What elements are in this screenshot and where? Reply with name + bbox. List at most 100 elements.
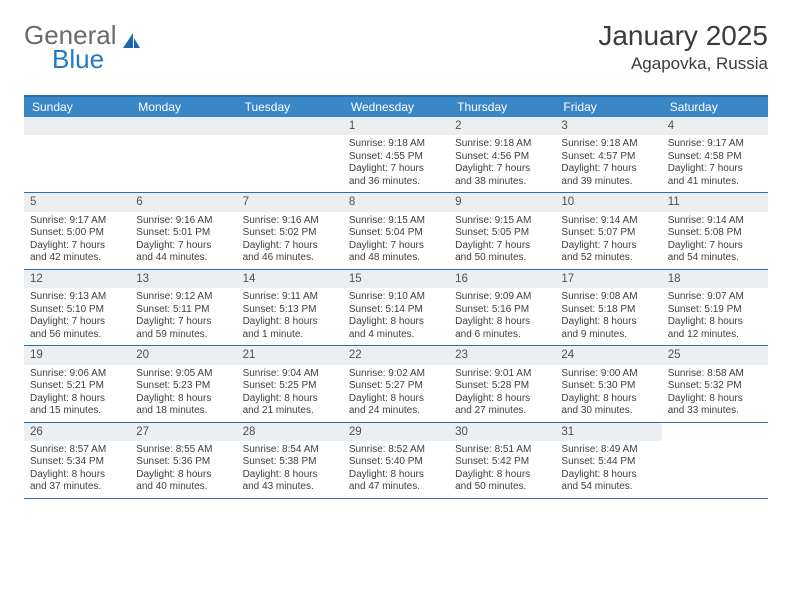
day-number: 17: [555, 270, 661, 288]
calendar-day-cell: 8Sunrise: 9:15 AMSunset: 5:04 PMDaylight…: [343, 193, 449, 268]
calendar-week-row: 12Sunrise: 9:13 AMSunset: 5:10 PMDayligh…: [24, 270, 768, 346]
day-number: 23: [449, 346, 555, 364]
sunset-line: Sunset: 4:58 PM: [668, 151, 762, 164]
calendar-day-cell: 16 Sunrise: 9:09 AMSunset: 5:16 PMDayligh…: [449, 270, 555, 345]
title-block: January 2025 Agapovka, Russia: [598, 20, 768, 74]
day-number: 2: [449, 117, 555, 135]
calendar-day-cell: .: [130, 117, 236, 192]
daylight-line-2: and 47 minutes.: [349, 481, 443, 494]
day-number: 12: [24, 270, 130, 288]
sunrise-line: Sunrise: 9:17 AM: [668, 138, 762, 151]
sunset-line: Sunset: 5:32 PM: [668, 380, 762, 393]
daylight-line-1: Daylight: 8 hours: [243, 316, 337, 329]
calendar-day-cell: 1Sunrise: 9:18 AMSunset: 4:55 PMDaylight…: [343, 117, 449, 192]
sunset-line: Sunset: 5:07 PM: [561, 227, 655, 240]
daylight-line-2: and 4 minutes.: [349, 329, 443, 342]
daylight-line-2: and 9 minutes.: [561, 329, 655, 342]
sunrise-line: Sunrise: 9:16 AM: [136, 215, 230, 228]
sunrise-line: Sunrise: 8:57 AM: [30, 444, 124, 457]
day-detail: Sunrise: 9:17 AMSunset: 5:00 PMDaylight:…: [24, 214, 130, 269]
day-number: 9: [449, 193, 555, 211]
calendar-day-cell: 23Sunrise: 9:01 AMSunset: 5:28 PMDayligh…: [449, 346, 555, 421]
calendar-day-cell: 3Sunrise: 9:18 AMSunset: 4:57 PMDaylight…: [555, 117, 661, 192]
daylight-line-1: Daylight: 7 hours: [136, 316, 230, 329]
daylight-line-2: and 36 minutes.: [349, 176, 443, 189]
sunrise-line: Sunrise: 9:14 AM: [668, 215, 762, 228]
weekday-header: Saturday: [662, 97, 768, 117]
day-detail: Sunrise: 9:12 AMSunset: 5:11 PMDaylight:…: [130, 290, 236, 345]
daylight-line-1: Daylight: 8 hours: [349, 316, 443, 329]
daylight-line-2: and 6 minutes.: [455, 329, 549, 342]
daylight-line-1: Daylight: 8 hours: [455, 316, 549, 329]
calendar-week-row: 19Sunrise: 9:06 AMSunset: 5:21 PMDayligh…: [24, 346, 768, 422]
day-detail: Sunrise: 9:05 AMSunset: 5:23 PMDaylight:…: [130, 367, 236, 422]
daylight-line-1: Daylight: 8 hours: [349, 393, 443, 406]
daylight-line-1: Daylight: 8 hours: [455, 469, 549, 482]
calendar-day-cell: 20Sunrise: 9:05 AMSunset: 5:23 PMDayligh…: [130, 346, 236, 421]
sunset-line: Sunset: 5:10 PM: [30, 304, 124, 317]
day-number: 25: [662, 346, 768, 364]
sunset-line: Sunset: 5:42 PM: [455, 456, 549, 469]
day-detail: Sunrise: 9:15 AMSunset: 5:05 PMDaylight:…: [449, 214, 555, 269]
daylight-line-1: Daylight: 8 hours: [455, 393, 549, 406]
day-detail: Sunrise: 8:49 AMSunset: 5:44 PMDaylight:…: [555, 443, 661, 498]
calendar-grid: SundayMondayTuesdayWednesdayThursdayFrid…: [24, 95, 768, 499]
weekday-header: Wednesday: [343, 97, 449, 117]
day-number: 10: [555, 193, 661, 211]
calendar-day-cell: 2Sunrise: 9:18 AMSunset: 4:56 PMDaylight…: [449, 117, 555, 192]
calendar-day-cell: 10 Sunrise: 9:14 AMSunset: 5:07 PMDayligh…: [555, 193, 661, 268]
day-detail: Sunrise: 8:54 AMSunset: 5:38 PMDaylight:…: [237, 443, 343, 498]
day-number: 26: [24, 423, 130, 441]
day-detail: Sunrise: 9:16 AMSunset: 5:01 PMDaylight:…: [130, 214, 236, 269]
daylight-line-2: and 40 minutes.: [136, 481, 230, 494]
daylight-line-1: Daylight: 8 hours: [349, 469, 443, 482]
sunrise-line: Sunrise: 9:02 AM: [349, 368, 443, 381]
calendar-day-cell: 14Sunrise: 9:11 AMSunset: 5:13 PMDayligh…: [237, 270, 343, 345]
daylight-line-1: Daylight: 7 hours: [349, 163, 443, 176]
sunset-line: Sunset: 5:34 PM: [30, 456, 124, 469]
day-number: 28: [237, 423, 343, 441]
daylight-line-1: Daylight: 7 hours: [668, 240, 762, 253]
sunset-line: Sunset: 5:38 PM: [243, 456, 337, 469]
location-subtitle: Agapovka, Russia: [598, 54, 768, 74]
day-number: 22: [343, 346, 449, 364]
calendar-day-cell: 6Sunrise: 9:16 AMSunset: 5:01 PMDaylight…: [130, 193, 236, 268]
day-detail: Sunrise: 9:14 AMSunset: 5:08 PMDaylight:…: [662, 214, 768, 269]
calendar-day-cell: 5Sunrise: 9:17 AMSunset: 5:00 PMDaylight…: [24, 193, 130, 268]
daylight-line-1: Daylight: 8 hours: [136, 469, 230, 482]
day-number: 16: [449, 270, 555, 288]
calendar-week-row: ...1Sunrise: 9:18 AMSunset: 4:55 PMDayli…: [24, 117, 768, 193]
sunrise-line: Sunrise: 8:55 AM: [136, 444, 230, 457]
sunset-line: Sunset: 4:57 PM: [561, 151, 655, 164]
daylight-line-2: and 43 minutes.: [243, 481, 337, 494]
sunset-line: Sunset: 5:00 PM: [30, 227, 124, 240]
day-detail: Sunrise: 9:18 AMSunset: 4:57 PMDaylight:…: [555, 137, 661, 192]
daylight-line-1: Daylight: 8 hours: [668, 393, 762, 406]
calendar-day-cell: 7Sunrise: 9:16 AMSunset: 5:02 PMDaylight…: [237, 193, 343, 268]
daylight-line-1: Daylight: 7 hours: [349, 240, 443, 253]
sunset-line: Sunset: 5:44 PM: [561, 456, 655, 469]
sunrise-line: Sunrise: 9:00 AM: [561, 368, 655, 381]
day-number: 29: [343, 423, 449, 441]
day-detail: Sunrise: 9:02 AMSunset: 5:27 PMDaylight:…: [343, 367, 449, 422]
daylight-line-1: Daylight: 7 hours: [561, 163, 655, 176]
day-detail: Sunrise: 9:09 AMSunset: 5:16 PMDaylight:…: [449, 290, 555, 345]
sunrise-line: Sunrise: 8:58 AM: [668, 368, 762, 381]
daylight-line-2: and 37 minutes.: [30, 481, 124, 494]
calendar-day-cell: 17Sunrise: 9:08 AMSunset: 5:18 PMDayligh…: [555, 270, 661, 345]
daylight-line-1: Daylight: 7 hours: [243, 240, 337, 253]
calendar-week-row: 5Sunrise: 9:17 AMSunset: 5:00 PMDaylight…: [24, 193, 768, 269]
daylight-line-2: and 44 minutes.: [136, 252, 230, 265]
day-number: 27: [130, 423, 236, 441]
daylight-line-1: Daylight: 7 hours: [561, 240, 655, 253]
sunset-line: Sunset: 4:55 PM: [349, 151, 443, 164]
weekday-header: Sunday: [24, 97, 130, 117]
sunrise-line: Sunrise: 8:54 AM: [243, 444, 337, 457]
day-detail: Sunrise: 9:14 AMSunset: 5:07 PMDaylight:…: [555, 214, 661, 269]
sunrise-line: Sunrise: 9:10 AM: [349, 291, 443, 304]
day-detail: Sunrise: 9:06 AMSunset: 5:21 PMDaylight:…: [24, 367, 130, 422]
daylight-line-2: and 42 minutes.: [30, 252, 124, 265]
calendar-day-cell: 19Sunrise: 9:06 AMSunset: 5:21 PMDayligh…: [24, 346, 130, 421]
sunset-line: Sunset: 5:01 PM: [136, 227, 230, 240]
sunrise-line: Sunrise: 8:51 AM: [455, 444, 549, 457]
